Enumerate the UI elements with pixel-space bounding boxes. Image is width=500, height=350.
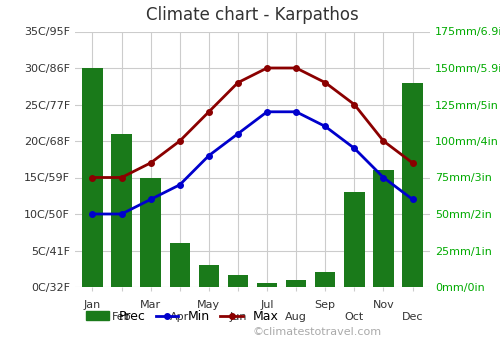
Bar	[315, 272, 336, 287]
Text: Apr: Apr	[170, 312, 190, 322]
Bar	[170, 243, 190, 287]
Text: Jan: Jan	[84, 300, 101, 310]
Bar	[140, 177, 161, 287]
Text: Oct: Oct	[344, 312, 364, 322]
Text: Feb: Feb	[112, 312, 132, 322]
Bar	[82, 68, 102, 287]
Text: Aug: Aug	[285, 312, 307, 322]
Text: May: May	[198, 300, 220, 310]
Bar	[374, 170, 394, 287]
Bar	[112, 134, 132, 287]
Bar	[402, 83, 422, 287]
Text: Sep: Sep	[314, 300, 336, 310]
Legend: Prec, Min, Max: Prec, Min, Max	[81, 305, 284, 328]
Bar	[198, 265, 219, 287]
Text: Jul: Jul	[260, 300, 274, 310]
Text: Mar: Mar	[140, 300, 161, 310]
Text: Dec: Dec	[402, 312, 423, 322]
Text: Jun: Jun	[229, 312, 246, 322]
Bar	[257, 282, 277, 287]
Bar	[228, 275, 248, 287]
Title: Climate chart - Karpathos: Climate chart - Karpathos	[146, 6, 359, 25]
Bar	[286, 280, 306, 287]
Bar	[344, 192, 364, 287]
Text: Nov: Nov	[372, 300, 394, 310]
Text: ©climatestotravel.com: ©climatestotravel.com	[252, 327, 382, 337]
